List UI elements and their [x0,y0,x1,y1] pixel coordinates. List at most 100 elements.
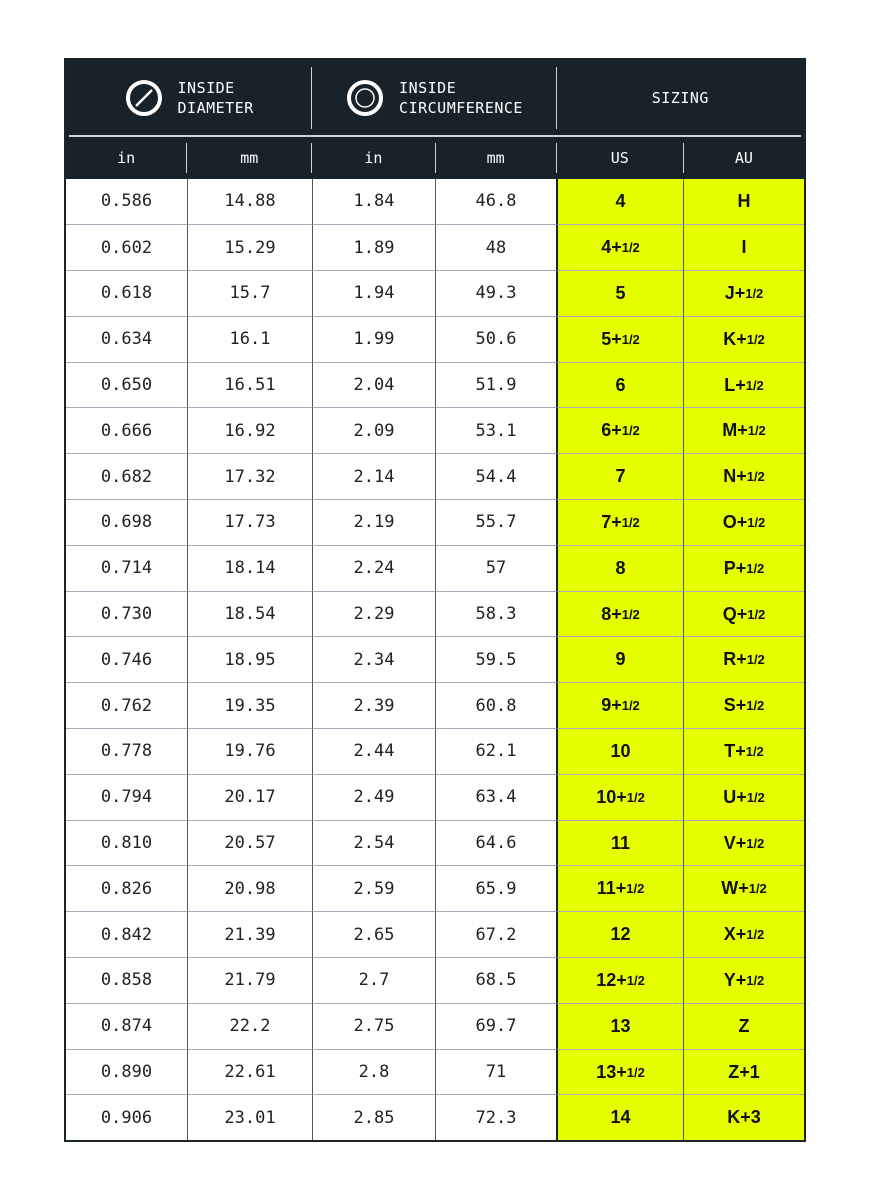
cell-c-mm: 57 [435,544,556,591]
cell-au-size: J+ 1/2 [683,270,804,316]
cell-c-in: 2.59 [312,865,435,912]
cell-c-mm: 60.8 [435,682,556,729]
header-label: CIRCUMFERENCE [399,98,523,117]
size-value: H [737,190,751,211]
cell-au-size: T+ 1/2 [683,728,804,774]
table-row: 0.650 16.51 2.04 51.9 6 L+ 1/2 [66,361,804,408]
size-value: 12 [610,924,631,945]
cell-c-mm: 67.2 [435,911,556,958]
table-row: 0.730 18.54 2.29 58.3 8+ 1/2 Q+ 1/2 [66,590,804,637]
circumference-ring-icon [347,79,384,116]
size-value: V+ [723,832,747,853]
cell-us-size: 9 [556,636,683,683]
cell-d-in: 0.682 [66,453,187,499]
table-row: 0.778 19.76 2.44 62.1 10 T+ 1/2 [66,728,804,774]
size-fraction: 1/2 [621,514,640,530]
cell-c-mm: 63.4 [435,773,556,820]
cell-us-size: 10+ 1/2 [556,773,683,820]
cell-d-in: 0.650 [66,361,187,408]
cell-d-in: 0.634 [66,315,187,362]
size-fraction: 1/2 [621,331,640,347]
cell-c-in: 2.7 [312,957,435,1003]
cell-d-mm: 16.1 [187,315,312,362]
size-value: W+ [721,878,749,899]
size-fraction: 1/2 [626,972,645,988]
size-value: 7 [615,466,626,487]
size-value: 4 [615,190,626,211]
cell-c-mm: 59.5 [435,636,556,683]
cell-c-mm: 49.3 [435,270,556,316]
cell-au-size: N+ 1/2 [683,453,804,500]
cell-d-in: 0.762 [66,682,187,728]
table-row: 0.890 22.61 2.8 71 13+ 1/2 Z+1 [66,1048,804,1095]
size-fraction: 1/2 [746,652,765,668]
cell-d-in: 0.666 [66,407,187,453]
cell-us-size: 7+ 1/2 [556,499,683,545]
size-fraction: 1/2 [626,1064,645,1080]
cell-c-in: 2.49 [312,773,435,820]
cell-d-mm: 16.92 [187,407,312,454]
header-inside-diameter: INSIDE DIAMETER [66,67,311,129]
table-row: 0.794 20.17 2.49 63.4 10+ 1/2 U+ 1/2 [66,773,804,820]
cell-au-size: M+ 1/2 [683,407,804,454]
cell-c-mm: 50.6 [435,315,556,362]
cell-d-mm: 22.61 [187,1048,312,1095]
cell-c-mm: 53.1 [435,407,556,454]
cell-d-in: 0.746 [66,636,187,682]
cell-c-mm: 71 [435,1048,556,1095]
cell-c-in: 1.94 [312,270,435,316]
cell-d-mm: 20.17 [187,773,312,820]
cell-d-mm: 18.54 [187,590,312,637]
table-row: 0.618 15.7 1.94 49.3 5 J+ 1/2 [66,270,804,316]
table-row: 0.826 20.98 2.59 65.9 11+ 1/2 W+ 1/2 [66,865,804,912]
cell-au-size: Z [683,1002,804,1049]
size-value: 9 [615,649,626,670]
table-header: INSIDE DIAMETER INSIDE CIRCUMFERENCE SIZIN… [66,60,804,179]
cell-au-size: L+ 1/2 [683,361,804,408]
column-header: AU [682,142,804,173]
cell-c-mm: 54.4 [435,453,556,500]
cell-d-in: 0.602 [66,224,187,270]
size-value: 6 [615,374,626,395]
cell-d-mm: 22.2 [187,1002,312,1049]
cell-d-in: 0.730 [66,590,187,637]
size-value: Z [738,1015,750,1036]
cell-c-mm: 65.9 [435,865,556,912]
cell-au-size: P+ 1/2 [683,544,804,591]
cell-d-in: 0.810 [66,819,187,866]
size-value: S+ [723,695,747,716]
cell-c-in: 2.34 [312,636,435,683]
size-value: 10 [610,740,631,761]
cell-au-size: H [683,178,804,225]
cell-us-size: 4+ 1/2 [556,224,683,271]
cell-us-size: 8+ 1/2 [556,590,683,637]
cell-c-in: 2.19 [312,499,435,545]
header-label: INSIDE [399,78,457,97]
cell-c-in: 2.65 [312,911,435,958]
cell-d-in: 0.874 [66,1002,187,1049]
cell-us-size: 5 [556,270,683,316]
cell-d-mm: 19.35 [187,682,312,729]
size-fraction: 1/2 [746,331,765,347]
cell-d-mm: 18.14 [187,544,312,591]
cell-d-mm: 20.98 [187,865,312,912]
size-value: 6+ [601,420,622,441]
cell-d-mm: 21.79 [187,957,312,1003]
size-value: 5 [615,282,626,303]
cell-d-mm: 20.57 [187,819,312,866]
cell-au-size: V+ 1/2 [683,819,804,866]
size-fraction: 1/2 [626,789,645,805]
table-row: 0.602 15.29 1.89 48 4+ 1/2 I [66,224,804,271]
table-row: 0.762 19.35 2.39 60.8 9+ 1/2 S+ 1/2 [66,682,804,729]
cell-d-mm: 16.51 [187,361,312,408]
table-row: 0.842 21.39 2.65 67.2 12 X+ 1/2 [66,911,804,958]
size-fraction: 1/2 [745,285,764,301]
size-value: 13+ [596,1061,627,1082]
size-fraction: 1/2 [746,469,765,485]
table-row: 0.714 18.14 2.24 57 8 P+ 1/2 [66,544,804,591]
size-fraction: 1/2 [746,927,765,943]
cell-d-mm: 21.39 [187,911,312,958]
cell-us-size: 12+ 1/2 [556,957,683,1003]
cell-au-size: O+ 1/2 [683,499,804,545]
cell-d-in: 0.618 [66,270,187,316]
